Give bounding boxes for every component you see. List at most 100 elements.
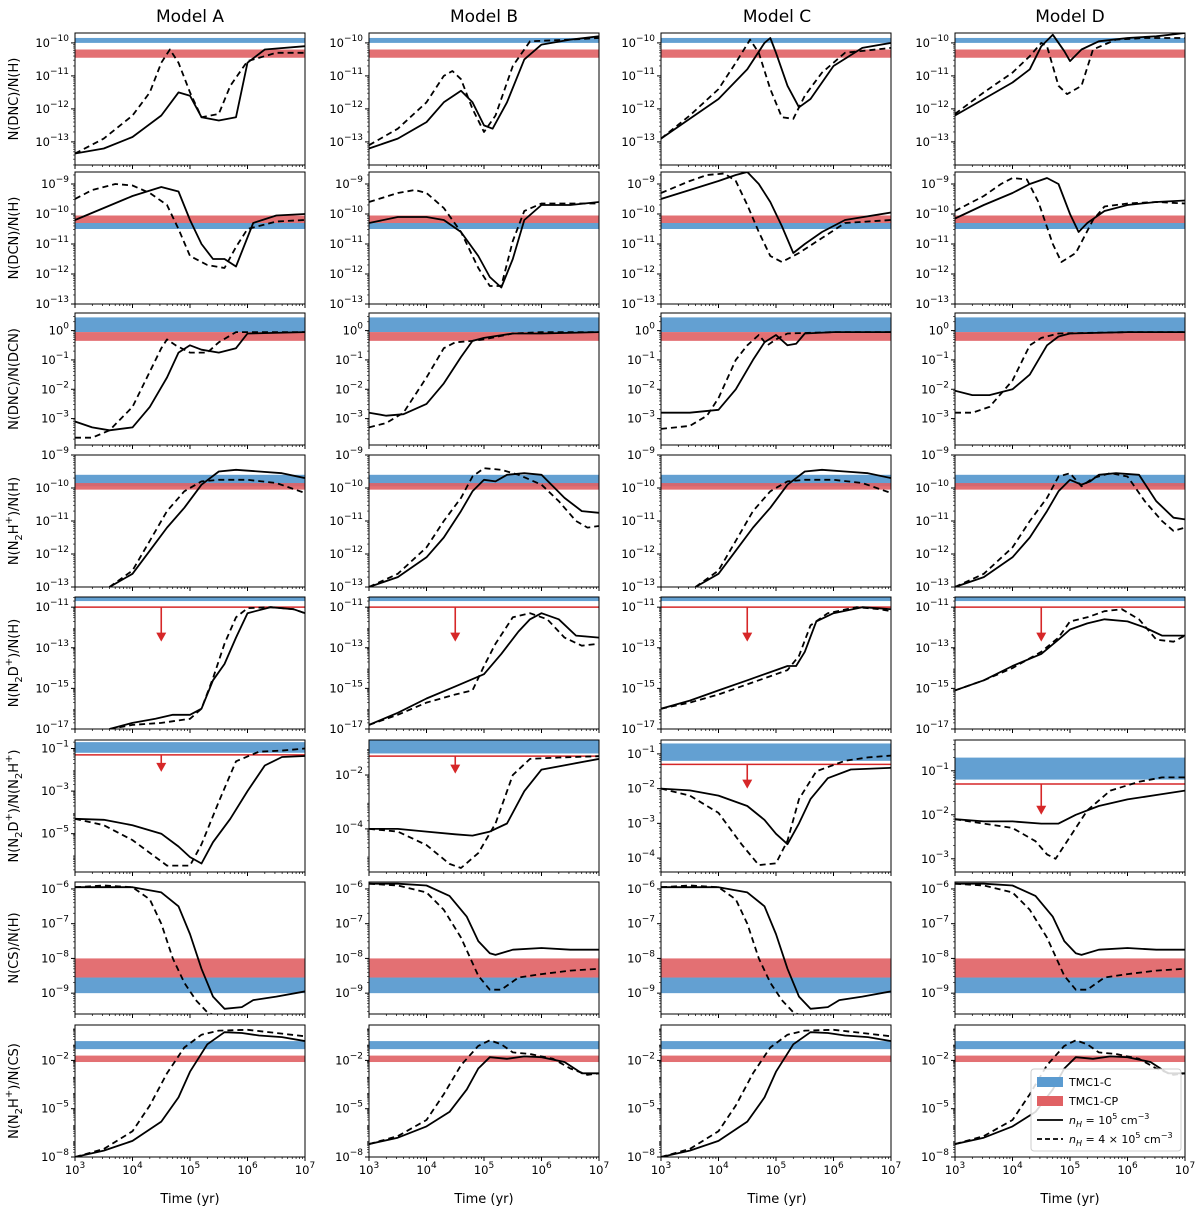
tmc1-cp-band	[955, 958, 1185, 978]
y-tick-label: 10−13	[621, 133, 655, 149]
y-tick-label: 10−11	[329, 512, 363, 528]
y-tick-label: 10−5	[335, 1100, 363, 1116]
upper-limit-arrow	[156, 607, 167, 642]
y-tick-label: 10−10	[35, 479, 69, 495]
legend-handle-1	[1037, 1077, 1063, 1087]
panel-n2dp-h-col-2: 10−17 10−15 10−13 10−11	[329, 596, 600, 736]
series-nh-1e5-line	[661, 766, 891, 846]
y-tick-label: 10−9	[921, 175, 949, 191]
y-tick-label: 10−2	[335, 380, 363, 396]
legend-frame	[1030, 1068, 1182, 1152]
y-tick-label: 10−17	[915, 720, 949, 736]
series-nh-4e5-line	[108, 478, 305, 587]
y-axis-label-n2hp-h: N(N2H+)/N(H)	[4, 477, 25, 565]
y-tick-label: 10−10	[329, 34, 363, 50]
series-nh-1e5-line	[369, 472, 599, 587]
tmc1-cp-band	[661, 215, 891, 223]
y-tick-label: 10−12	[621, 100, 655, 116]
panel-frame	[74, 881, 306, 1015]
panel-cs-h-col-4: 10−9 10−8 10−7 10−6	[921, 880, 1186, 1018]
tmc1-c-band	[369, 977, 599, 994]
x-tick-label: 107	[1175, 1161, 1195, 1177]
panel-dnc-dcn-col-4: 10−3 10−2 10−1 100	[921, 312, 1186, 449]
series-nh-1e5-line	[955, 1055, 1185, 1145]
series-nh-4e5-line	[694, 478, 891, 587]
tmc1-cp-band	[955, 49, 1185, 58]
y-tick-label: 10−11	[329, 598, 363, 614]
y-tick-label: 10−10	[915, 34, 949, 50]
x-tick-label: 104	[122, 1161, 143, 1177]
y-tick-label: 10−11	[35, 598, 69, 614]
panel-n2dp-h-col-3: 10−17 10−15 10−13 10−11	[621, 596, 892, 736]
y-tick-label: 10−8	[627, 949, 655, 965]
y-tick-label: 10−7	[41, 915, 69, 931]
y-tick-label: 10−11	[35, 235, 69, 251]
x-axis-label-model-a: Time (yr)	[159, 1192, 219, 1207]
tmc1-c-band	[661, 977, 891, 994]
panel-frame	[954, 171, 1186, 305]
tmc1-c-band	[955, 223, 1185, 229]
series-nh-4e5-line	[109, 606, 305, 729]
y-tick-label: 10−1	[921, 762, 949, 778]
legend-label-2: TMC1-CP	[1068, 1095, 1119, 1108]
panel-frame	[74, 171, 306, 305]
upper-limit-arrow	[450, 607, 461, 642]
x-tick-label: 103	[945, 1161, 965, 1177]
tmc1-c-band	[369, 1041, 599, 1050]
y-tick-label: 10−15	[35, 679, 69, 695]
series-nh-4e5-line	[955, 882, 1185, 991]
x-axis-labels: Time (yr) Time (yr) Time (yr) Time (yr)	[159, 1192, 1099, 1207]
series-nh-4e5-line	[75, 331, 305, 439]
y-tick-label: 10−11	[621, 512, 655, 528]
tmc1-c-band	[369, 37, 599, 43]
y-tick-label: 10−8	[627, 1148, 655, 1164]
tmc1-cp-band	[75, 483, 305, 490]
panel-dnc-dcn-col-1: 10−3 10−2 10−1 100 N(DNC)/N(DCN)	[7, 312, 306, 449]
y-tick-label: 10−2	[41, 380, 69, 396]
y-tick-label: 10−13	[329, 639, 363, 655]
y-tick-label: 10−3	[921, 850, 949, 866]
y-tick-label: 10−12	[915, 265, 949, 281]
y-tick-label: 10−4	[627, 849, 655, 865]
y-tick-label: 10−11	[621, 67, 655, 83]
y-axis-label-n2hp-cs: N(N2H+)/N(CS)	[4, 1043, 25, 1139]
y-tick-label: 10−10	[621, 34, 655, 50]
y-tick-label: 10−2	[921, 1051, 949, 1067]
panel-n2hp-cs-col-3: 103 104 105 106 107 10−8 10−5 10−2	[627, 1024, 901, 1177]
tmc1-cp-band	[661, 483, 891, 490]
y-tick-label: 10−10	[329, 205, 363, 221]
y-tick-label: 10−10	[915, 479, 949, 495]
panel-grid: 10−1310−1210−1110−10N(DNC)/N(H)10−1310−1…	[4, 32, 1195, 1177]
series-nh-1e5-line	[955, 789, 1185, 825]
tmc1-cp-band	[75, 958, 305, 978]
tmc1-c-band	[955, 597, 1185, 602]
series-nh-4e5-line	[955, 177, 1185, 263]
panel-n2hp-cs-col-4: 103 104 105 106 107 10−8 10−5 10−2	[921, 1024, 1195, 1177]
y-tick-label: 10−8	[41, 1148, 69, 1164]
panel-cs-h-col-3: 10−9 10−8 10−7 10−6	[627, 880, 892, 1018]
series-nh-4e5-line	[369, 467, 599, 587]
tmc1-c-band	[369, 223, 599, 229]
tmc1-cp-band	[369, 215, 599, 223]
tmc1-cp-band	[75, 332, 305, 341]
x-axis-label-model-c: Time (yr)	[746, 1192, 806, 1207]
series-nh-4e5-line	[661, 331, 891, 430]
panel-n2dp-h-col-4: 10−17 10−15 10−13 10−11	[915, 596, 1186, 736]
y-tick-label: 10−9	[41, 175, 69, 191]
tmc1-c-band	[369, 317, 599, 333]
panel-n2dp-n2hp-col-2: 10−4 10−2	[335, 739, 600, 876]
y-tick-label: 10−9	[921, 446, 949, 462]
tmc1-c-band	[75, 742, 305, 753]
y-tick-label: 10−6	[921, 880, 949, 896]
y-tick-label: 10−7	[627, 915, 655, 931]
y-tick-label: 10−2	[41, 1051, 69, 1067]
panel-frame	[74, 739, 306, 873]
y-tick-label: 10−1	[41, 740, 69, 756]
y-tick-label: 10−1	[335, 351, 363, 367]
y-tick-label: 100	[49, 322, 70, 338]
series-nh-1e5-line	[369, 882, 599, 956]
y-tick-label: 10−3	[921, 410, 949, 426]
y-tick-label: 10−12	[329, 265, 363, 281]
y-tick-label: 10−6	[335, 880, 363, 896]
y-tick-label: 10−17	[329, 720, 363, 736]
